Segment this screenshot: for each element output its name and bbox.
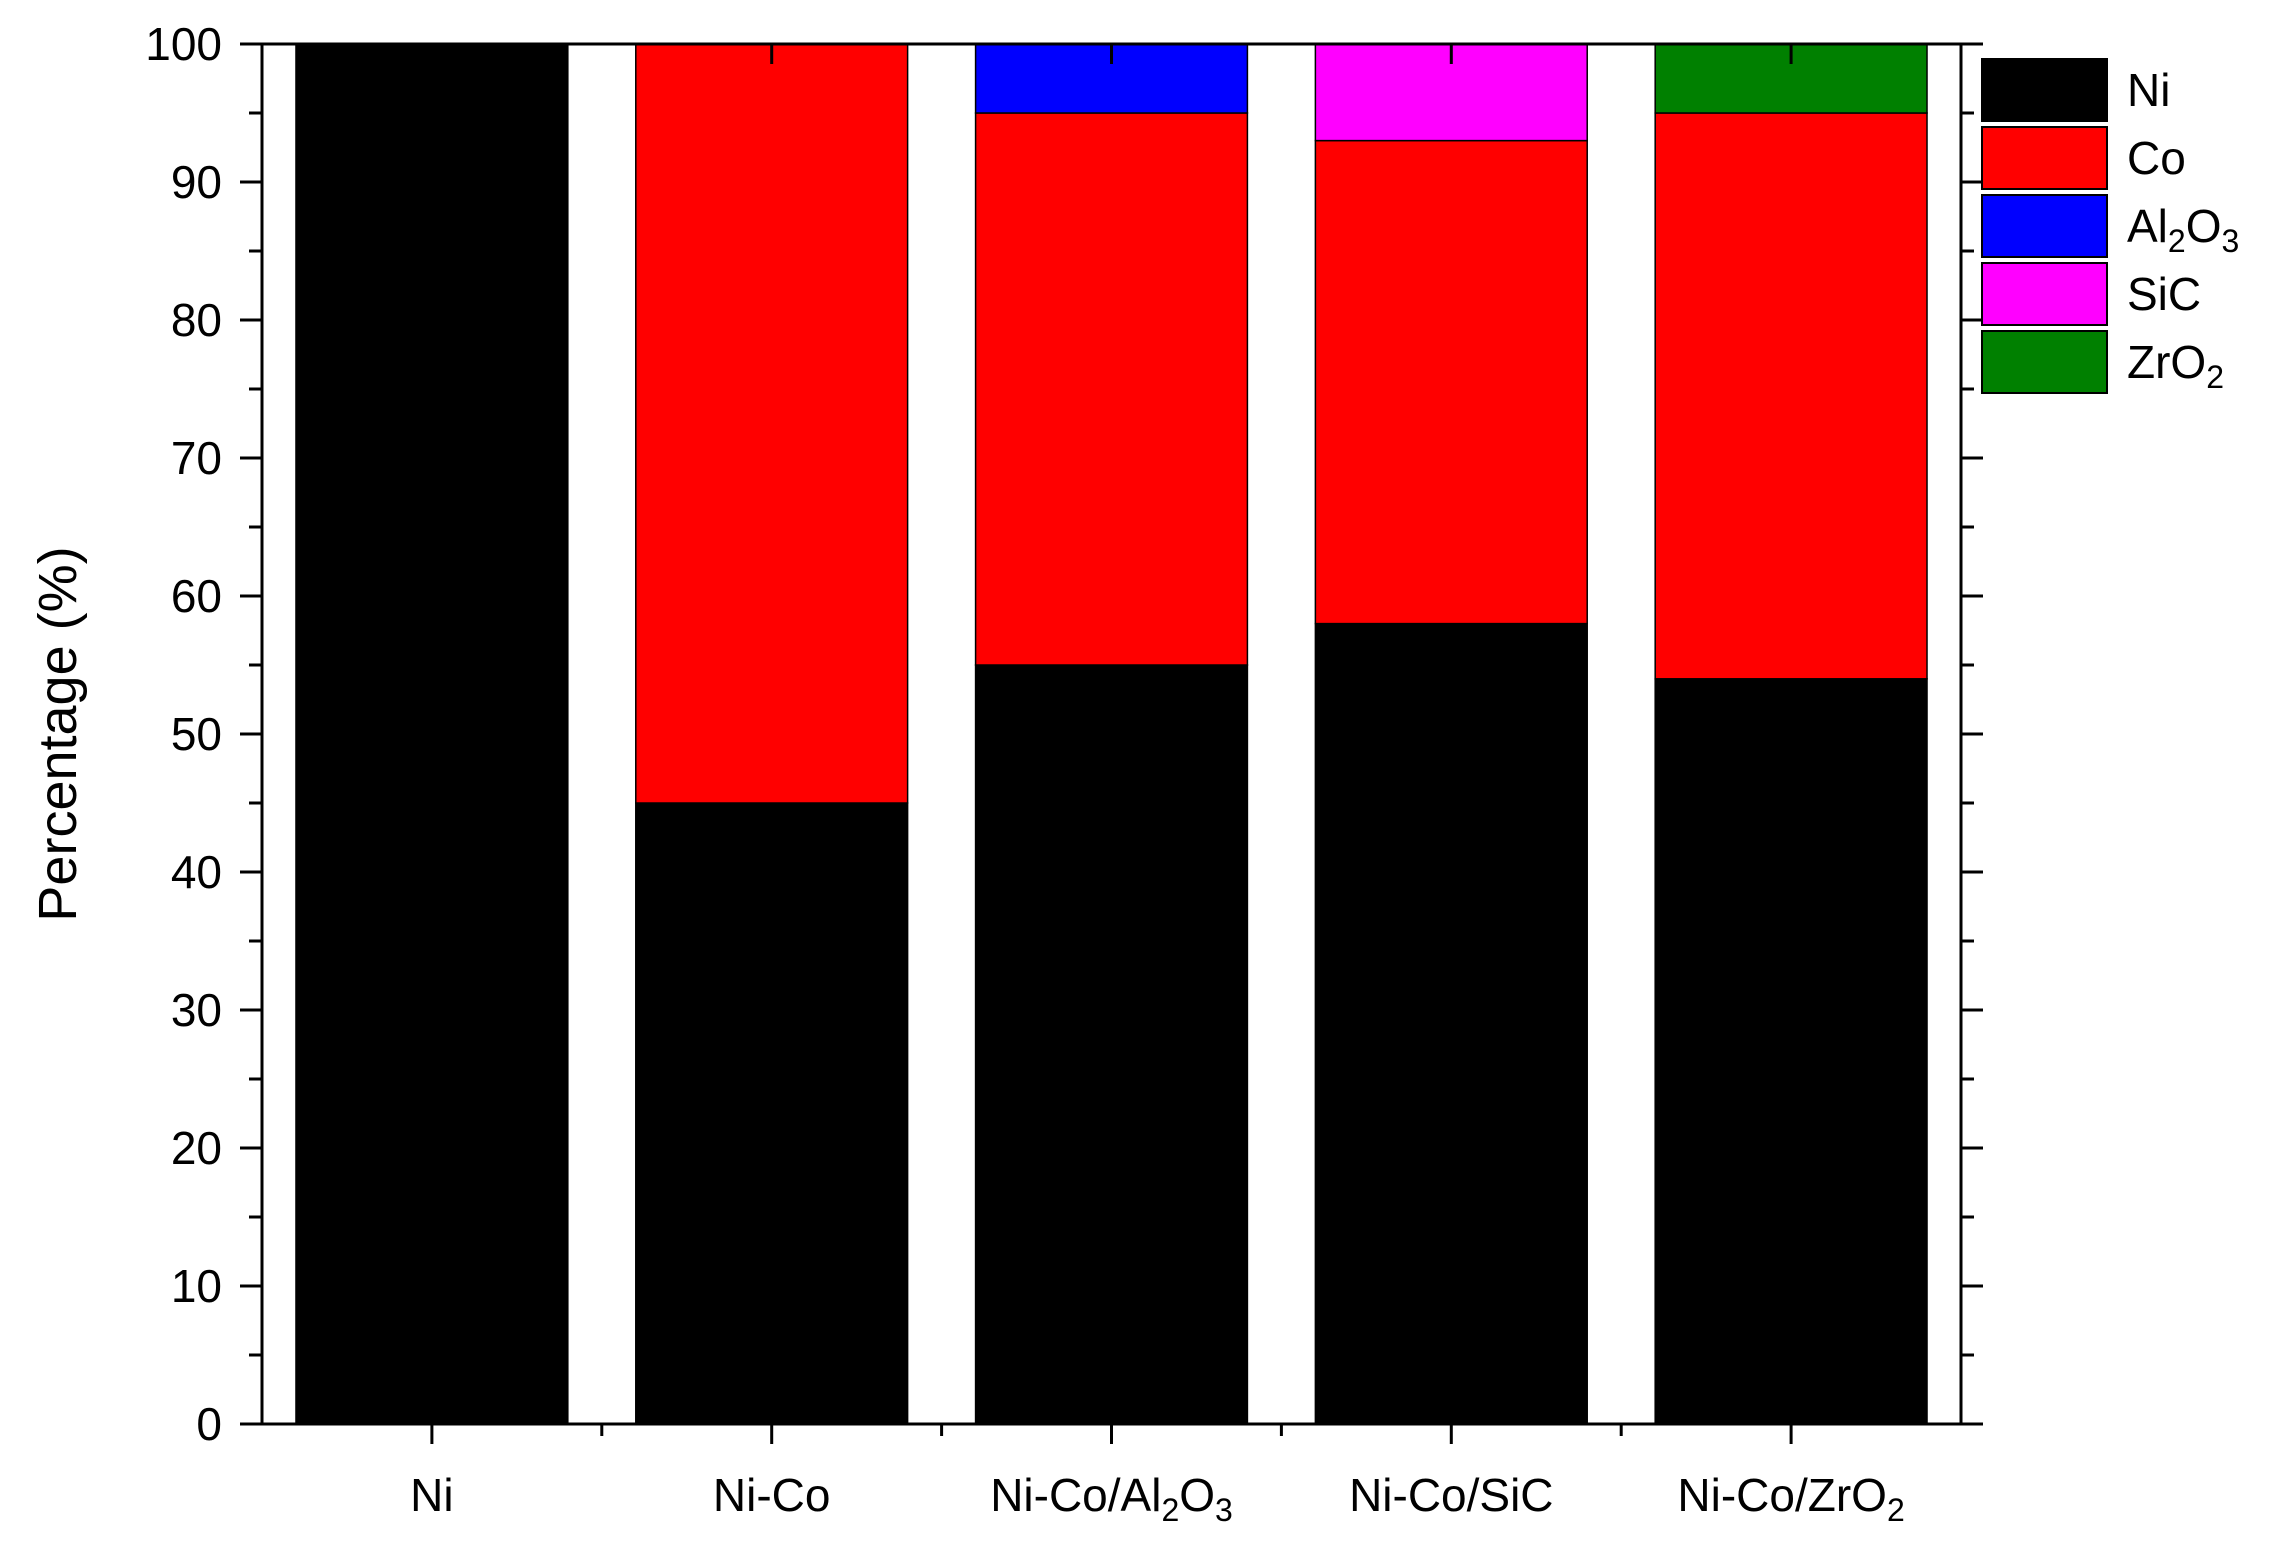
y-tick-label: 100 <box>145 18 222 70</box>
y-tick-label: 10 <box>171 1260 222 1312</box>
bar-ni-3 <box>1314 622 1588 1425</box>
y-tick-label: 30 <box>171 984 222 1036</box>
y-tick-label: 50 <box>171 708 222 760</box>
bar-ni-4 <box>1654 678 1928 1425</box>
legend-swatch-al2o3 <box>1981 194 2108 258</box>
x-tick-label: Ni-Co <box>713 1469 831 1521</box>
bar-ni-2 <box>974 664 1249 1425</box>
bar-co-4 <box>1654 112 1928 680</box>
y-tick-label: 80 <box>171 294 222 346</box>
legend-label-co: Co <box>2127 132 2186 184</box>
legend-swatch-zro2 <box>1981 330 2108 394</box>
y-tick-label: 40 <box>171 846 222 898</box>
x-tick-label: Ni-Co/ZrO2 <box>1677 1469 1904 1528</box>
y-axis-title: Percentage (%) <box>28 546 88 921</box>
y-tick-label: 20 <box>171 1122 222 1174</box>
legend-label-al2o3: Al2O3 <box>2127 200 2239 259</box>
bar-co-1 <box>635 43 909 804</box>
legend-label-zro2: ZrO2 <box>2127 336 2224 395</box>
y-tick-label: 90 <box>171 156 222 208</box>
x-tick-label: Ni-Co/Al2O3 <box>990 1469 1233 1528</box>
x-axis: Ni Ni-Co Ni-Co/Al2O3 Ni-Co/SiC Ni-Co/ZrO2 <box>410 44 1905 1528</box>
legend-label-sic: SiC <box>2127 268 2201 320</box>
x-tick-label: Ni <box>410 1469 453 1521</box>
legend-swatch-sic <box>1981 262 2108 326</box>
y-tick-label: 60 <box>171 570 222 622</box>
y-axis: 0 10 20 30 40 50 60 70 80 90 100 <box>145 18 1983 1450</box>
bar-co-2 <box>974 112 1249 666</box>
bars-layer <box>295 43 1928 1425</box>
legend-label-ni: Ni <box>2127 64 2170 116</box>
legend: Ni Co Al2O3 SiC ZrO2 <box>1981 58 2239 395</box>
legend-swatch-co <box>1981 126 2108 190</box>
bar-co-3 <box>1314 139 1588 625</box>
x-tick-label: Ni-Co/SiC <box>1349 1469 1553 1521</box>
y-tick-label: 0 <box>196 1398 222 1450</box>
legend-swatch-ni <box>1981 58 2108 122</box>
y-tick-label: 70 <box>171 432 222 484</box>
bar-ni-1 <box>635 802 909 1425</box>
bar-ni-0 <box>295 43 569 1425</box>
